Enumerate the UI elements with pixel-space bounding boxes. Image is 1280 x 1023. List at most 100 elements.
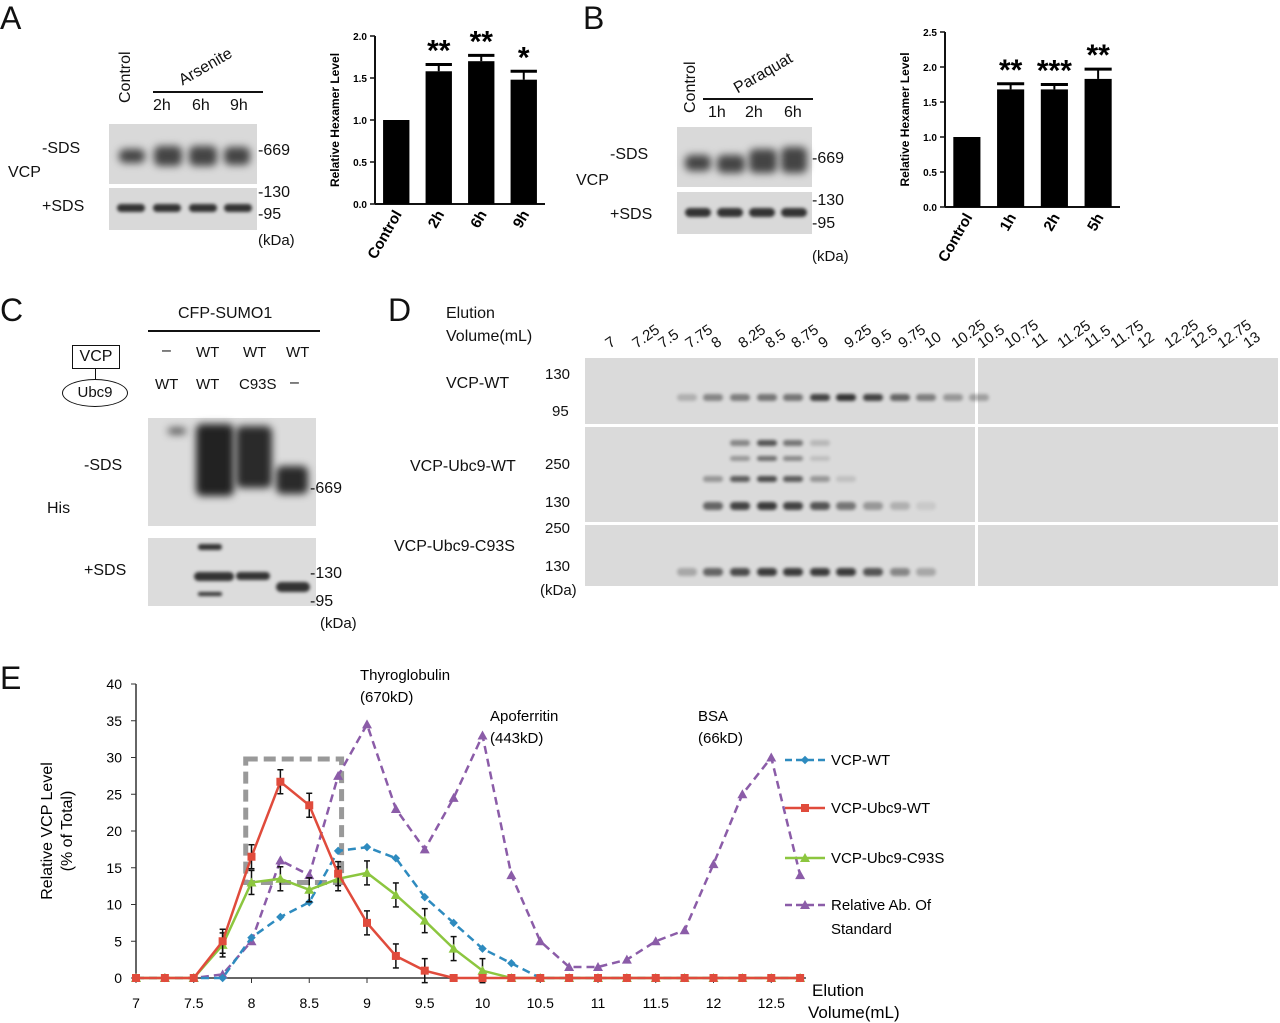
y-tick-label: 0.5: [923, 168, 937, 179]
blot-band: [889, 394, 910, 401]
blot-band: [836, 476, 857, 482]
data-point: [801, 804, 809, 812]
data-point: [478, 944, 487, 953]
panel-a-plus-sds: +SDS: [42, 198, 85, 215]
blot-band: [224, 147, 250, 165]
panel-c-minus-sds: -SDS: [84, 457, 123, 474]
blot-band: [836, 394, 857, 401]
y-axis-label: Relative VCP Level: [39, 762, 56, 900]
x-tick-label: 6h: [467, 208, 490, 232]
fraction-label: 11.25: [1054, 317, 1095, 352]
fraction-label: 12.25: [1160, 316, 1202, 352]
data-point: [651, 974, 660, 982]
blot-band: [685, 155, 711, 171]
data-point: [420, 892, 429, 902]
y-tick-label: 2.5: [923, 28, 937, 39]
ubc9-oval: Ubc9: [62, 379, 128, 407]
fraction-label: 12.75: [1214, 316, 1255, 352]
data-point: [477, 965, 488, 975]
data-point: [477, 730, 488, 740]
bar: [468, 61, 495, 205]
bar: [425, 71, 452, 204]
x-axis-label: Elution: [812, 981, 864, 1000]
blot-band: [730, 568, 750, 576]
data-point: [305, 801, 314, 810]
panel-c-row2-lane1: WT: [155, 376, 179, 393]
panel-a-marker-95: -95: [258, 206, 282, 223]
data-point: [737, 789, 748, 799]
significance-stars: **: [427, 35, 451, 68]
panel-a-bar-chart: 0.0 0.5 1.0 1.5 2.0 Relative Hexamer Level Con…: [328, 25, 545, 262]
data-point: [593, 961, 603, 971]
data-point: [507, 959, 516, 968]
blot-band: [730, 476, 750, 482]
data-point: [622, 974, 631, 982]
blot-band: [730, 456, 750, 461]
x-tick-label: 8: [248, 995, 256, 1011]
panel-b-vcp-label: VCP: [576, 172, 609, 189]
y-tick-label: 0.0: [923, 203, 937, 214]
fraction-label: 11.75: [1107, 317, 1148, 352]
panel-c-row2-lane2: WT: [196, 376, 220, 393]
data-point: [362, 867, 372, 877]
data-point: [449, 974, 458, 982]
x-tick-label: 8.5: [300, 995, 320, 1011]
panel-b-control-label: Control: [682, 61, 699, 113]
data-point: [391, 853, 401, 863]
panel-d-kda: (kDa): [540, 582, 577, 599]
fraction-label: 11: [1027, 329, 1051, 352]
blot-band: [809, 456, 830, 461]
fraction-label: 8.5: [761, 326, 789, 352]
blot-band: [783, 456, 804, 461]
data-point: [564, 961, 575, 971]
blot-band: [749, 208, 775, 217]
blot-band: [730, 394, 750, 401]
data-point: [333, 846, 343, 856]
panel-c-blot-nonreducing: [148, 418, 316, 526]
legend-label: Relative Ab. Of: [831, 897, 932, 914]
fraction-label: 13: [1240, 328, 1265, 352]
blot-band: [781, 147, 807, 173]
x-tick-label: 12: [706, 995, 722, 1011]
panel-c-letter: C: [0, 292, 24, 328]
y-tick-label: 25: [106, 786, 122, 802]
y-tick-label: 0.5: [353, 158, 367, 169]
blot-band: [685, 208, 711, 217]
panel-a-marker-669: -669: [258, 142, 291, 159]
panel-c-row2-lane4: –: [290, 374, 299, 391]
significance-stars: *: [518, 41, 530, 74]
y-tick-label: 0: [114, 970, 122, 986]
data-point: [132, 974, 140, 982]
blot-band: [730, 440, 750, 446]
series-line: [136, 871, 801, 980]
x-tick-label: 11.5: [643, 995, 669, 1011]
blot-divider-vertical: [975, 358, 978, 586]
data-point: [767, 974, 776, 982]
blot-band: [809, 476, 830, 482]
panel-d-volume-label: Volume(mL): [446, 328, 533, 345]
panel-d-row-label-1: VCP-WT: [446, 375, 510, 392]
panel-b-time-3: 6h: [784, 104, 802, 121]
blot-band: [703, 394, 724, 401]
blot-band: [942, 394, 963, 401]
fraction-label: 9.25: [841, 321, 876, 352]
annotation-label: Apoferritin: [490, 708, 558, 725]
blot-band: [703, 568, 724, 576]
blot-band: [717, 208, 743, 217]
panel-c-row1-lane2: WT: [196, 344, 220, 361]
blot-band: [756, 476, 777, 482]
blot-band: [224, 204, 252, 212]
x-tick-label: 7.5: [184, 995, 204, 1011]
data-point: [796, 974, 805, 982]
fraction-label: 7.75: [682, 321, 716, 352]
legend-label: Standard: [831, 921, 892, 938]
diagram-connector: [95, 369, 96, 379]
panel-a-time-3: 9h: [230, 97, 248, 114]
bar: [997, 89, 1025, 207]
panel-b-blot-reducing: [677, 192, 812, 234]
marker-value: 669: [817, 150, 845, 167]
y-tick-label: 15: [106, 860, 122, 876]
y-tick-label: 1.0: [923, 133, 937, 144]
panel-a-blot-reducing: [109, 188, 257, 230]
blot-band: [809, 502, 830, 510]
